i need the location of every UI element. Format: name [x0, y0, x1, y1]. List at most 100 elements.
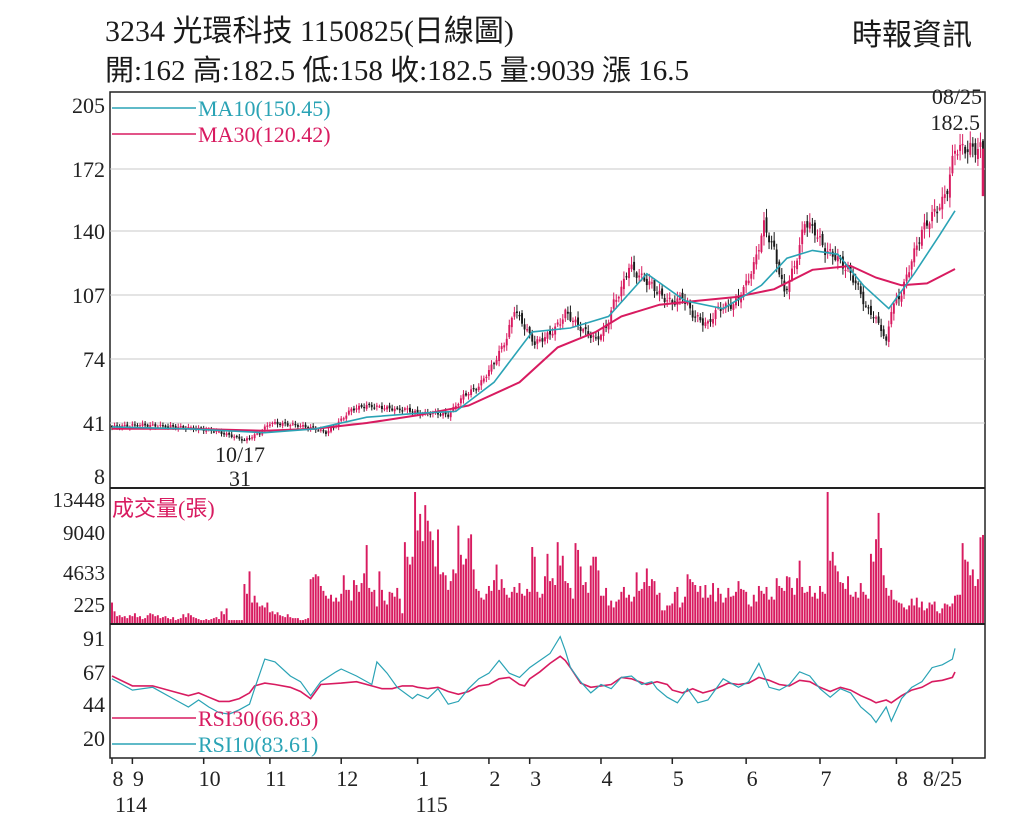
volume-bar [383, 600, 386, 623]
volume-bar [355, 585, 358, 623]
volume-bar [666, 605, 669, 623]
volume-bar [630, 601, 633, 623]
volume-bar [225, 608, 228, 623]
candle-body [324, 431, 327, 434]
volume-bar [880, 547, 883, 623]
candle-body [477, 386, 480, 391]
rsi-tick-label: 91 [83, 626, 105, 651]
candle-body [409, 407, 411, 412]
candle-body [875, 317, 878, 319]
volume-bar [920, 601, 923, 623]
candle-body [877, 316, 880, 323]
volume-bar [923, 610, 926, 623]
volume-bar [493, 580, 495, 623]
volume-bar [332, 601, 335, 623]
candle-body [205, 429, 208, 432]
rsi-legend: RSI30(66.83)RSI10(83.61) [112, 706, 318, 757]
candle-body [503, 345, 506, 348]
volume-bar [279, 615, 282, 623]
volume-bar [633, 596, 636, 623]
volume-bar [704, 585, 707, 623]
rsi-line [111, 635, 956, 724]
candle-body [256, 433, 259, 435]
candle-body [829, 249, 832, 251]
candle-body [533, 341, 536, 345]
candle-body [589, 334, 592, 338]
volume-bar [365, 545, 368, 623]
candle-body [172, 424, 175, 427]
candle-body [350, 408, 353, 412]
volume-bar [256, 602, 259, 623]
volume-bar [409, 564, 411, 623]
volume-bar [615, 601, 618, 623]
candle-body [531, 334, 534, 342]
volume-bar [648, 585, 651, 623]
volume-bar [859, 583, 862, 623]
volume-bar [663, 610, 666, 623]
candle-body [220, 431, 223, 434]
volume-bar [801, 586, 804, 623]
volume-bar [184, 617, 187, 623]
volume-bar [556, 542, 559, 623]
volume-bar [966, 561, 969, 623]
candle-body [666, 300, 669, 302]
candle-body [470, 389, 473, 396]
candle-body [806, 221, 809, 228]
volume-bar [459, 554, 462, 623]
candle-body [926, 220, 928, 226]
volume-bar [681, 602, 684, 623]
volume-bar [579, 566, 582, 623]
candle-body [240, 439, 243, 441]
volume-bar [910, 598, 913, 623]
candle-body [775, 249, 778, 265]
candle-body [543, 337, 546, 342]
volume-bar [717, 587, 720, 623]
volume-bar [263, 607, 266, 623]
candle-body [396, 407, 399, 409]
volume-bar [515, 592, 518, 623]
date-tick-label: 3 [530, 766, 541, 791]
candle-body [579, 326, 582, 332]
volume-bar [156, 615, 159, 623]
candle-body [154, 424, 157, 427]
volume-bar [240, 620, 243, 623]
rsi-line [111, 655, 956, 704]
candle-body [136, 425, 139, 427]
volume-bar [141, 619, 144, 623]
volume-bar [882, 575, 885, 623]
volume-bar [261, 605, 264, 623]
candle-body [696, 315, 699, 317]
date-tick-label: 7 [821, 766, 832, 791]
candle-body [401, 410, 404, 412]
volume-bar [852, 596, 855, 623]
volume-bar [164, 616, 167, 623]
volume-bar [429, 531, 432, 623]
candle-body [322, 430, 325, 432]
volume-bar [895, 600, 898, 623]
candle-body [131, 424, 134, 426]
volume-bar [709, 594, 712, 623]
candle-body [765, 217, 768, 233]
candle-body [307, 427, 310, 429]
candle-body [969, 142, 972, 155]
candle-body [538, 339, 541, 342]
candle-body [778, 261, 781, 275]
volume-bar [628, 594, 630, 623]
rsi-axis-ticks: 91 67 44 20 [83, 626, 105, 751]
candle-body [411, 411, 414, 413]
volume-bar [258, 606, 261, 623]
volume-bar [653, 581, 656, 623]
candle-body [882, 329, 885, 337]
volume-bar [179, 618, 182, 623]
candle-body [813, 222, 816, 236]
volume-bar [857, 597, 860, 623]
candle-body [414, 410, 417, 414]
candle-body [643, 276, 646, 281]
candle-body [304, 424, 307, 428]
volume-bar [136, 617, 139, 623]
ma10-line [111, 210, 956, 434]
candle-body [910, 261, 913, 270]
candle-body [398, 408, 401, 411]
volume-bar [202, 620, 205, 623]
volume-bar [416, 530, 419, 623]
